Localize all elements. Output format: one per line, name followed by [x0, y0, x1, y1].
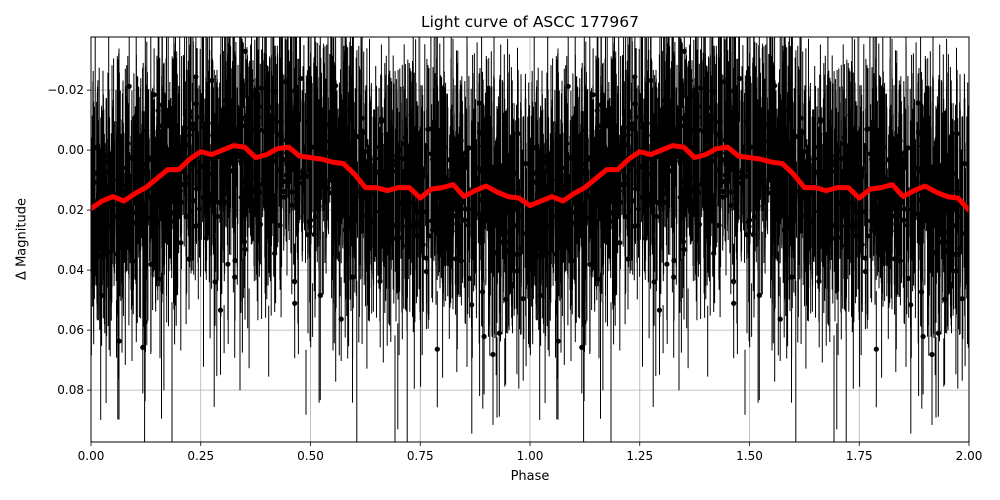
- x-tick-label: 0.00: [78, 449, 105, 463]
- x-axis-label: Phase: [510, 469, 550, 484]
- y-tick-label: 0.00: [57, 143, 84, 157]
- x-tick-label: 0.25: [187, 449, 214, 463]
- y-axis-label: Δ Magnitude: [14, 198, 30, 280]
- x-tick-label: 1.00: [517, 449, 544, 463]
- y-tick-label: 0.04: [57, 263, 84, 277]
- x-tick-label: 1.50: [736, 449, 763, 463]
- y-tick-label: 0.02: [57, 203, 84, 217]
- y-axis-ticks: −0.02 0.00 0.02 0.04 0.06 0.08: [47, 83, 91, 397]
- y-tick-label: −0.02: [47, 83, 84, 97]
- data-points: [91, 48, 969, 358]
- x-tick-label: 0.75: [407, 449, 434, 463]
- chart-title: Light curve of ASCC 177967: [420, 13, 639, 31]
- y-tick-label: 0.06: [57, 323, 84, 337]
- x-tick-label: 1.75: [846, 449, 873, 463]
- x-tick-label: 1.25: [626, 449, 653, 463]
- x-tick-label: 0.50: [297, 449, 324, 463]
- y-tick-label: 0.08: [57, 383, 84, 397]
- x-axis-ticks: 0.00 0.25 0.50 0.75 1.00 1.25 1.50 1.75 2.00: [78, 442, 983, 463]
- x-tick-label: 2.00: [956, 449, 983, 463]
- binned-mean-line: [91, 143, 969, 213]
